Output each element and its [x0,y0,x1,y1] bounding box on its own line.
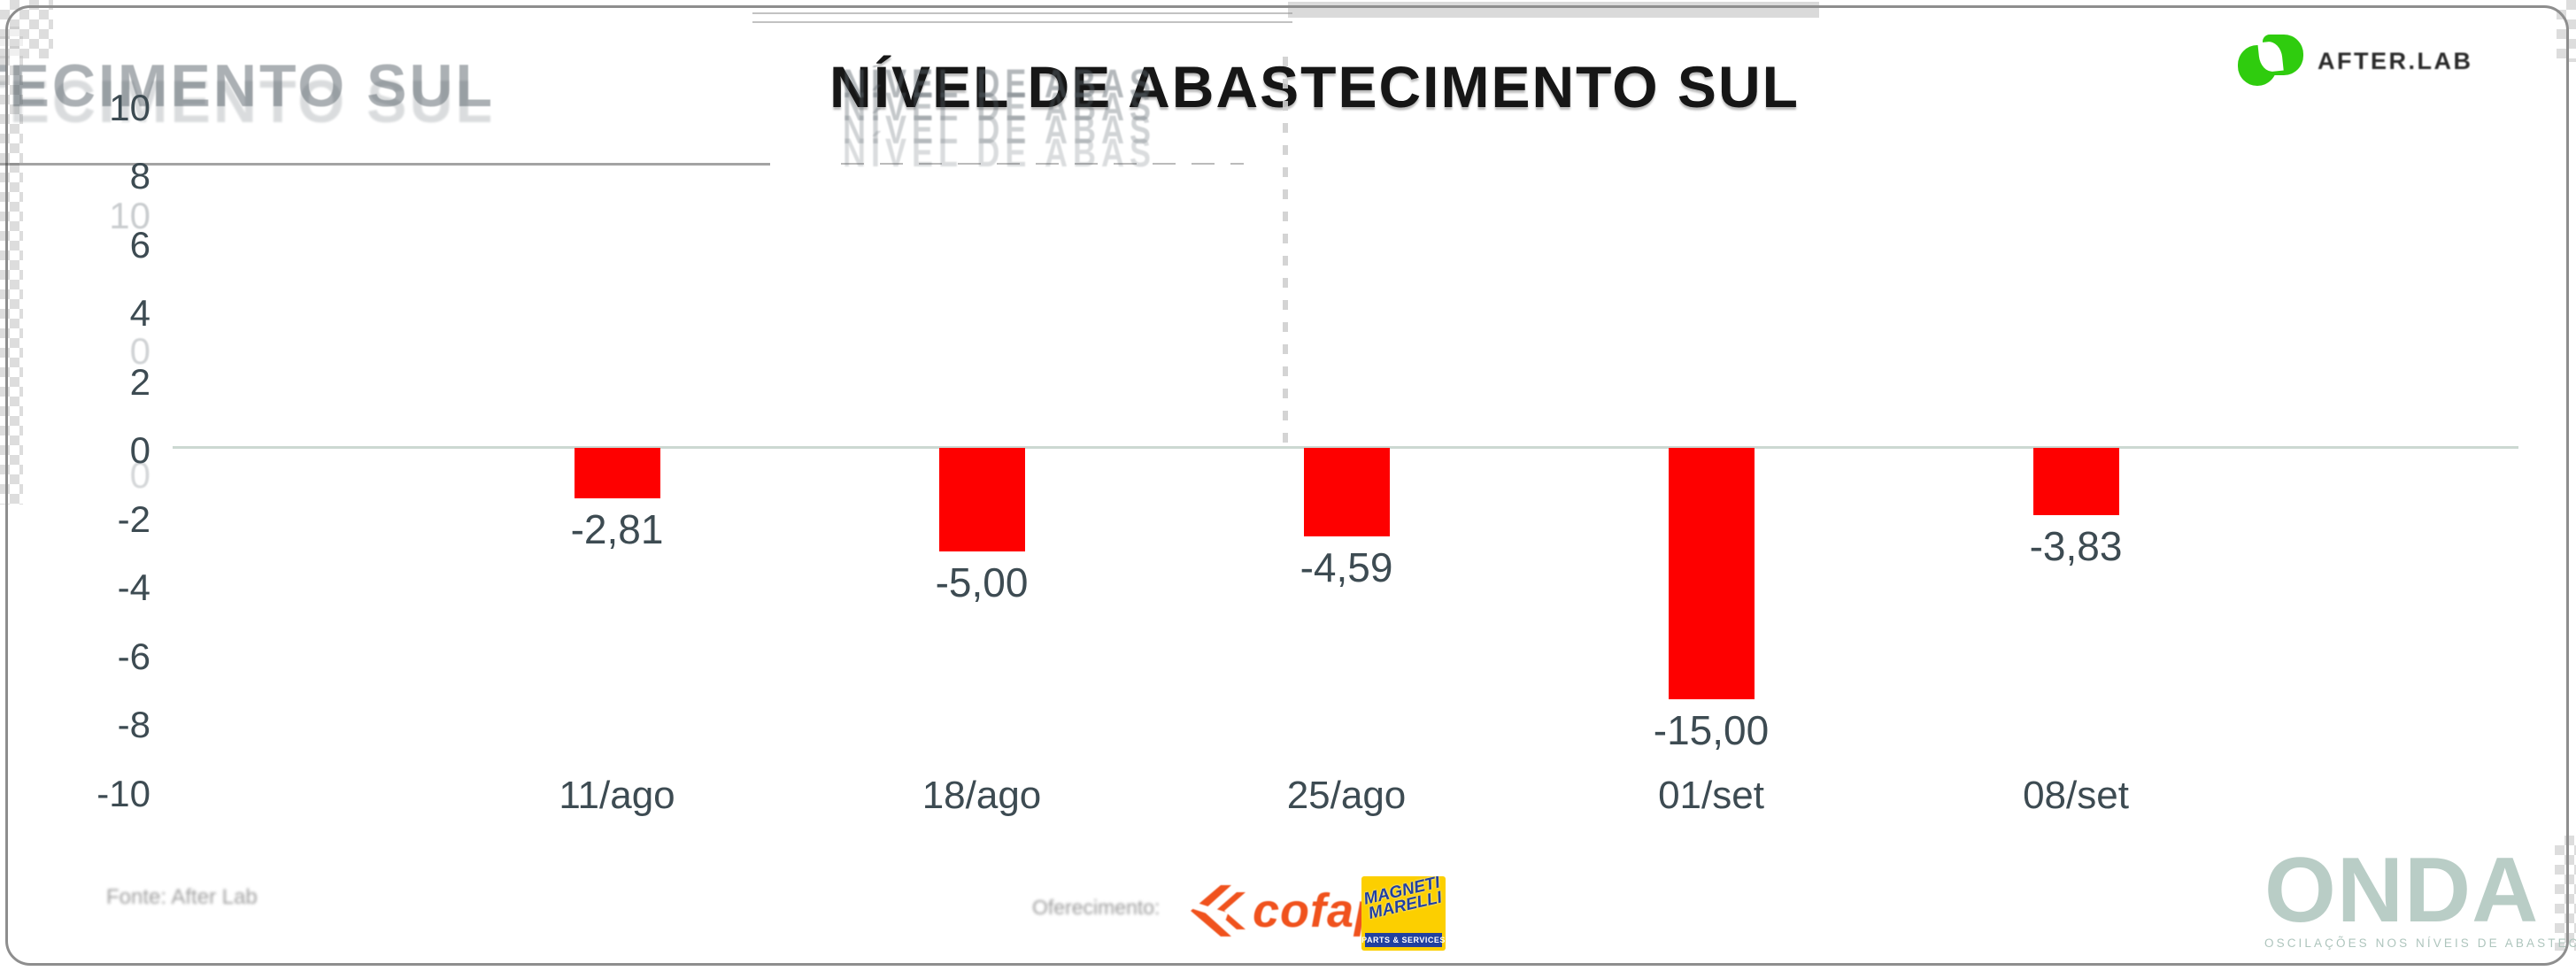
magneti-marelli-wordmark: MAGNETI MARELLI [1361,876,1444,924]
bar-value-label: -2,81 [570,506,664,552]
ghost-title-echo-stack: NÍVEL DE ABAS NÍVEL DE ABAS NÍVEL DE ABAS N… [843,66,1246,172]
cofap-chevron-icon [1191,885,1246,936]
y-axis-tick-label: 10 [109,86,150,128]
ghost-axis-tick: 10 [109,195,150,236]
data-bar [574,448,660,498]
bar-value-label: -4,59 [1300,544,1393,590]
ghost-axis-tick: 0 [129,454,150,496]
checker-artifact-bottomright [2555,836,2576,951]
y-axis-tick-label: -8 [117,704,150,745]
y-axis-tick-label: -6 [117,635,150,677]
ghost-title-row: NÍVEL DE ABAS [843,129,1157,172]
page-title: NÍVEL DE ABASTECIMENTO SUL [829,54,1800,120]
source-note: Fonte: After Lab [106,885,258,909]
checker-artifact-left [0,27,23,505]
x-axis-category-label: 18/ago [922,774,1042,817]
onda-wordmark: ONDA [2264,839,2540,942]
ghost-border-line-artifact [752,12,1292,14]
ghost-title-row: NÍVEL DE ABAS [843,66,1157,106]
afterlab-leaf-icon [2238,35,2307,88]
ghost-border-line-artifact [752,21,1292,23]
y-axis-tick-label: 4 [129,292,150,334]
y-axis-tick-label: 6 [129,223,150,266]
bar-value-label: -5,00 [935,559,1029,605]
ghost-title-text-echo: TECIMENTO SUL [0,68,496,135]
ghost-axis-tick: 0 [129,330,150,372]
x-axis-category-label: 01/set [1658,774,1764,817]
ghost-title-row: NÍVEL DE ABAS [843,106,1157,152]
y-axis-tick-label: 2 [129,360,150,403]
y-axis-tick-label: -4 [117,566,150,608]
data-bar [938,448,1025,551]
x-axis-category-label: 08/set [2023,774,2129,817]
x-axis-category-label: 11/ago [559,774,675,817]
sponsor-note: Oferecimento: [1032,896,1161,919]
dotted-guide-line [1283,57,1288,448]
y-axis-tick-label: -10 [96,772,150,814]
y-axis-tick-label: 8 [129,155,150,197]
ghost-underline-dashed [841,163,1244,165]
magneti-marelli-logo: MAGNETI MARELLI PARTS & SERVICES [1361,876,1446,951]
ghost-title-text: TECIMENTO SUL [0,52,496,119]
checker-artifact-topleft [0,0,53,58]
bar-value-label: -3,83 [2029,523,2123,569]
ghost-underline [0,163,770,166]
data-bar [1668,448,1755,699]
checker-artifact-topright [2557,0,2576,62]
parts-services-banner: PARTS & SERVICES [1361,933,1445,947]
ghost-title-row: NÍVEL DE ABAS [843,83,1157,129]
y-axis-tick-label: 0 [129,429,150,471]
data-bar [1303,448,1390,536]
ghost-band-artifact [1288,2,1819,18]
onda-logo: ONDA OSCILAÇÕES NOS NÍVEIS DE ABASTECIME… [2264,839,2576,950]
y-axis-tick-label: -2 [117,497,150,540]
afterlab-logo: AFTER.LAB [2238,34,2472,89]
onda-tagline: OSCILAÇÕES NOS NÍVEIS DE ABASTECIMENTO E… [2264,936,2576,950]
cofap-logo: cofap [1191,883,1384,938]
bar-value-label: -15,00 [1653,707,1770,753]
x-axis-category-label: 25/ago [1286,774,1407,817]
afterlab-wordmark: AFTER.LAB [2318,47,2473,74]
data-bar [2032,448,2119,515]
zero-axis-line [173,446,2518,449]
